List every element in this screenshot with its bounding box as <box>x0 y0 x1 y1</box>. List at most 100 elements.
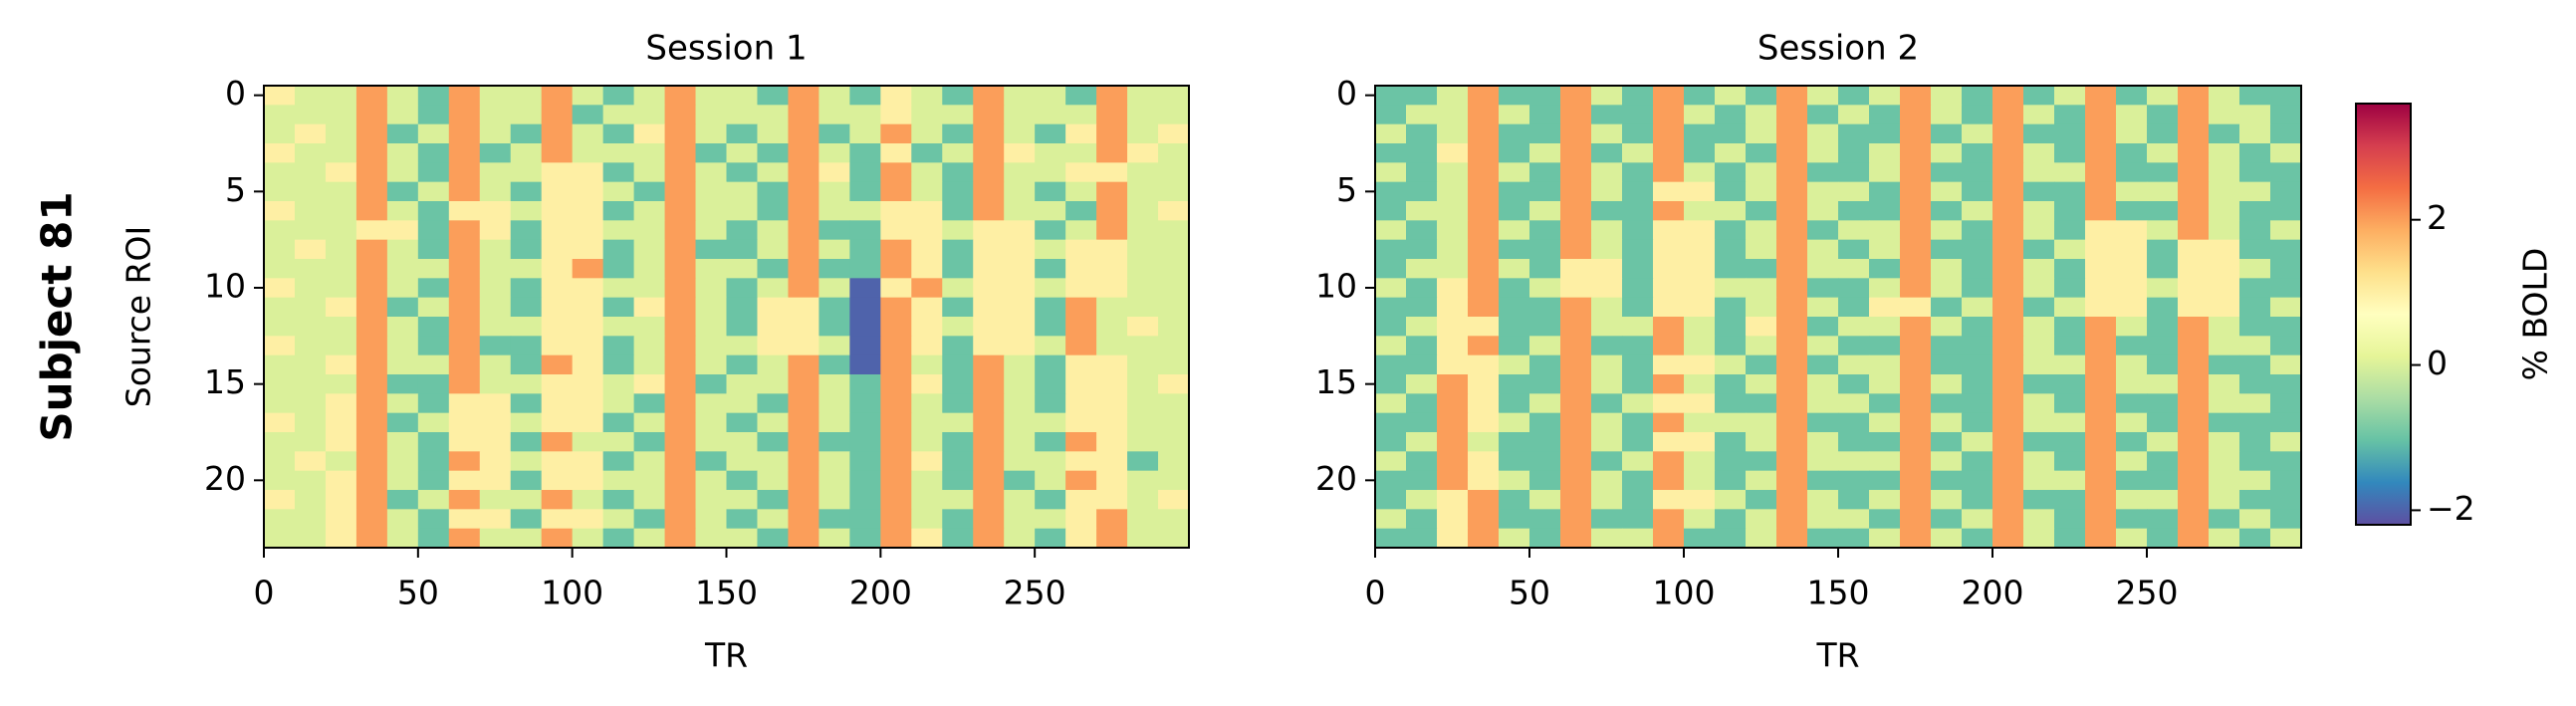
heatmap-cell <box>264 239 296 260</box>
heatmap-cell <box>325 143 357 163</box>
heatmap-cell <box>1529 432 1561 452</box>
heatmap-cell <box>1468 278 1500 299</box>
heatmap-cell <box>1096 297 1128 318</box>
heatmap-cell <box>664 432 697 452</box>
heatmap-cell <box>1684 86 1716 106</box>
heatmap-cell <box>1992 259 2024 279</box>
heatmap-cell <box>1499 374 1530 394</box>
heatmap-cell <box>1035 181 1066 202</box>
heatmap-cell <box>1035 105 1066 125</box>
heatmap-cell <box>633 354 666 375</box>
heatmap-cell <box>1931 86 1963 106</box>
heatmap-cell <box>572 201 604 221</box>
heatmap-cell <box>1746 509 1777 530</box>
heatmap-cell <box>1004 374 1036 394</box>
heatmap-cell <box>942 278 974 299</box>
heatmap-cell <box>1715 354 1747 375</box>
heatmap-cell <box>911 162 943 183</box>
heatmap-cell <box>1529 490 1561 510</box>
heatmap-cell <box>264 105 296 125</box>
heatmap-cell <box>911 105 943 125</box>
heatmap-cell <box>1622 393 1654 414</box>
heatmap-cell <box>1715 470 1747 491</box>
heatmap-cell <box>294 239 327 260</box>
heatmap-cell <box>633 201 666 221</box>
heatmap-cell <box>2023 393 2055 414</box>
heatmap-cell <box>633 528 666 549</box>
heatmap-cell <box>294 297 327 318</box>
heatmap-cell <box>1869 220 1901 241</box>
heatmap-cell <box>510 143 543 163</box>
heatmap-cell <box>541 509 574 530</box>
heatmap-cell <box>1838 143 1870 163</box>
heatmap-cell <box>2085 317 2117 337</box>
heatmap-cell <box>1622 278 1654 299</box>
heatmap-cell <box>1499 86 1530 106</box>
heatmap-cell <box>2209 354 2240 375</box>
y-tick-label: 10 <box>204 267 246 306</box>
heatmap-cell <box>788 432 820 452</box>
heatmap-cell <box>541 86 574 106</box>
y-tick-label: 0 <box>1336 74 1357 113</box>
heatmap-cell <box>911 354 943 375</box>
heatmap-cell <box>1900 162 1932 183</box>
heatmap-cell <box>1004 317 1036 337</box>
heatmap-cell <box>633 317 666 337</box>
heatmap-cell <box>726 105 758 125</box>
heatmap-cell <box>541 123 574 144</box>
heatmap-cell <box>788 162 820 183</box>
heatmap-cell <box>1406 239 1438 260</box>
heatmap-cell <box>572 123 604 144</box>
heatmap-cell <box>1375 528 1407 549</box>
heatmap-cell <box>2270 490 2302 510</box>
heatmap-cell <box>1746 105 1777 125</box>
heatmap-cell <box>386 432 419 452</box>
heatmap-cell <box>1684 393 1716 414</box>
heatmap-cell <box>973 336 1005 356</box>
heatmap-cell <box>386 354 419 375</box>
y-tick-label: 0 <box>225 74 246 113</box>
heatmap-cell <box>1684 259 1716 279</box>
heatmap-cell <box>2116 105 2148 125</box>
heatmap-cell <box>1838 432 1870 452</box>
heatmap-cell <box>1375 317 1407 337</box>
heatmap-cell <box>726 470 758 491</box>
heatmap-cell <box>1127 470 1159 491</box>
heatmap-cell <box>572 509 604 530</box>
heatmap-cell <box>1992 105 2024 125</box>
heatmap-cell <box>1529 374 1561 394</box>
heatmap-cell <box>264 143 296 163</box>
heatmap-cell <box>1004 393 1036 414</box>
heatmap-cell <box>664 278 697 299</box>
heatmap-cell <box>695 412 727 433</box>
heatmap-cell <box>417 451 450 472</box>
heatmap-cell <box>1591 86 1623 106</box>
heatmap-cell <box>1437 259 1469 279</box>
heatmap-cell <box>911 528 943 549</box>
heatmap-cell <box>1560 278 1592 299</box>
heatmap-cell <box>541 239 574 260</box>
heatmap-cell <box>1622 374 1654 394</box>
heatmap-cell <box>479 143 512 163</box>
heatmap-cell <box>1962 432 1993 452</box>
heatmap-cell <box>2270 317 2302 337</box>
heatmap-cell <box>1529 278 1561 299</box>
heatmap-cell <box>1065 143 1097 163</box>
heatmap-cell <box>1838 354 1870 375</box>
heatmap-cell <box>2116 451 2148 472</box>
heatmap-cell <box>1437 432 1469 452</box>
heatmap-cell <box>1406 490 1438 510</box>
heatmap-cell <box>510 470 543 491</box>
heatmap-cell <box>2239 220 2271 241</box>
heatmap-cell <box>1931 528 1963 549</box>
y-tick-label: 15 <box>1315 362 1357 401</box>
heatmap-cell <box>1622 143 1654 163</box>
heatmap-cell <box>1065 123 1097 144</box>
heatmap-cell <box>294 86 327 106</box>
heatmap-cell <box>448 239 481 260</box>
heatmap-cell <box>695 259 727 279</box>
heatmap-cell <box>1962 490 1993 510</box>
heatmap-cell <box>819 220 850 241</box>
heatmap-cell <box>1375 105 1407 125</box>
x-tick-label: 250 <box>1004 574 1066 612</box>
